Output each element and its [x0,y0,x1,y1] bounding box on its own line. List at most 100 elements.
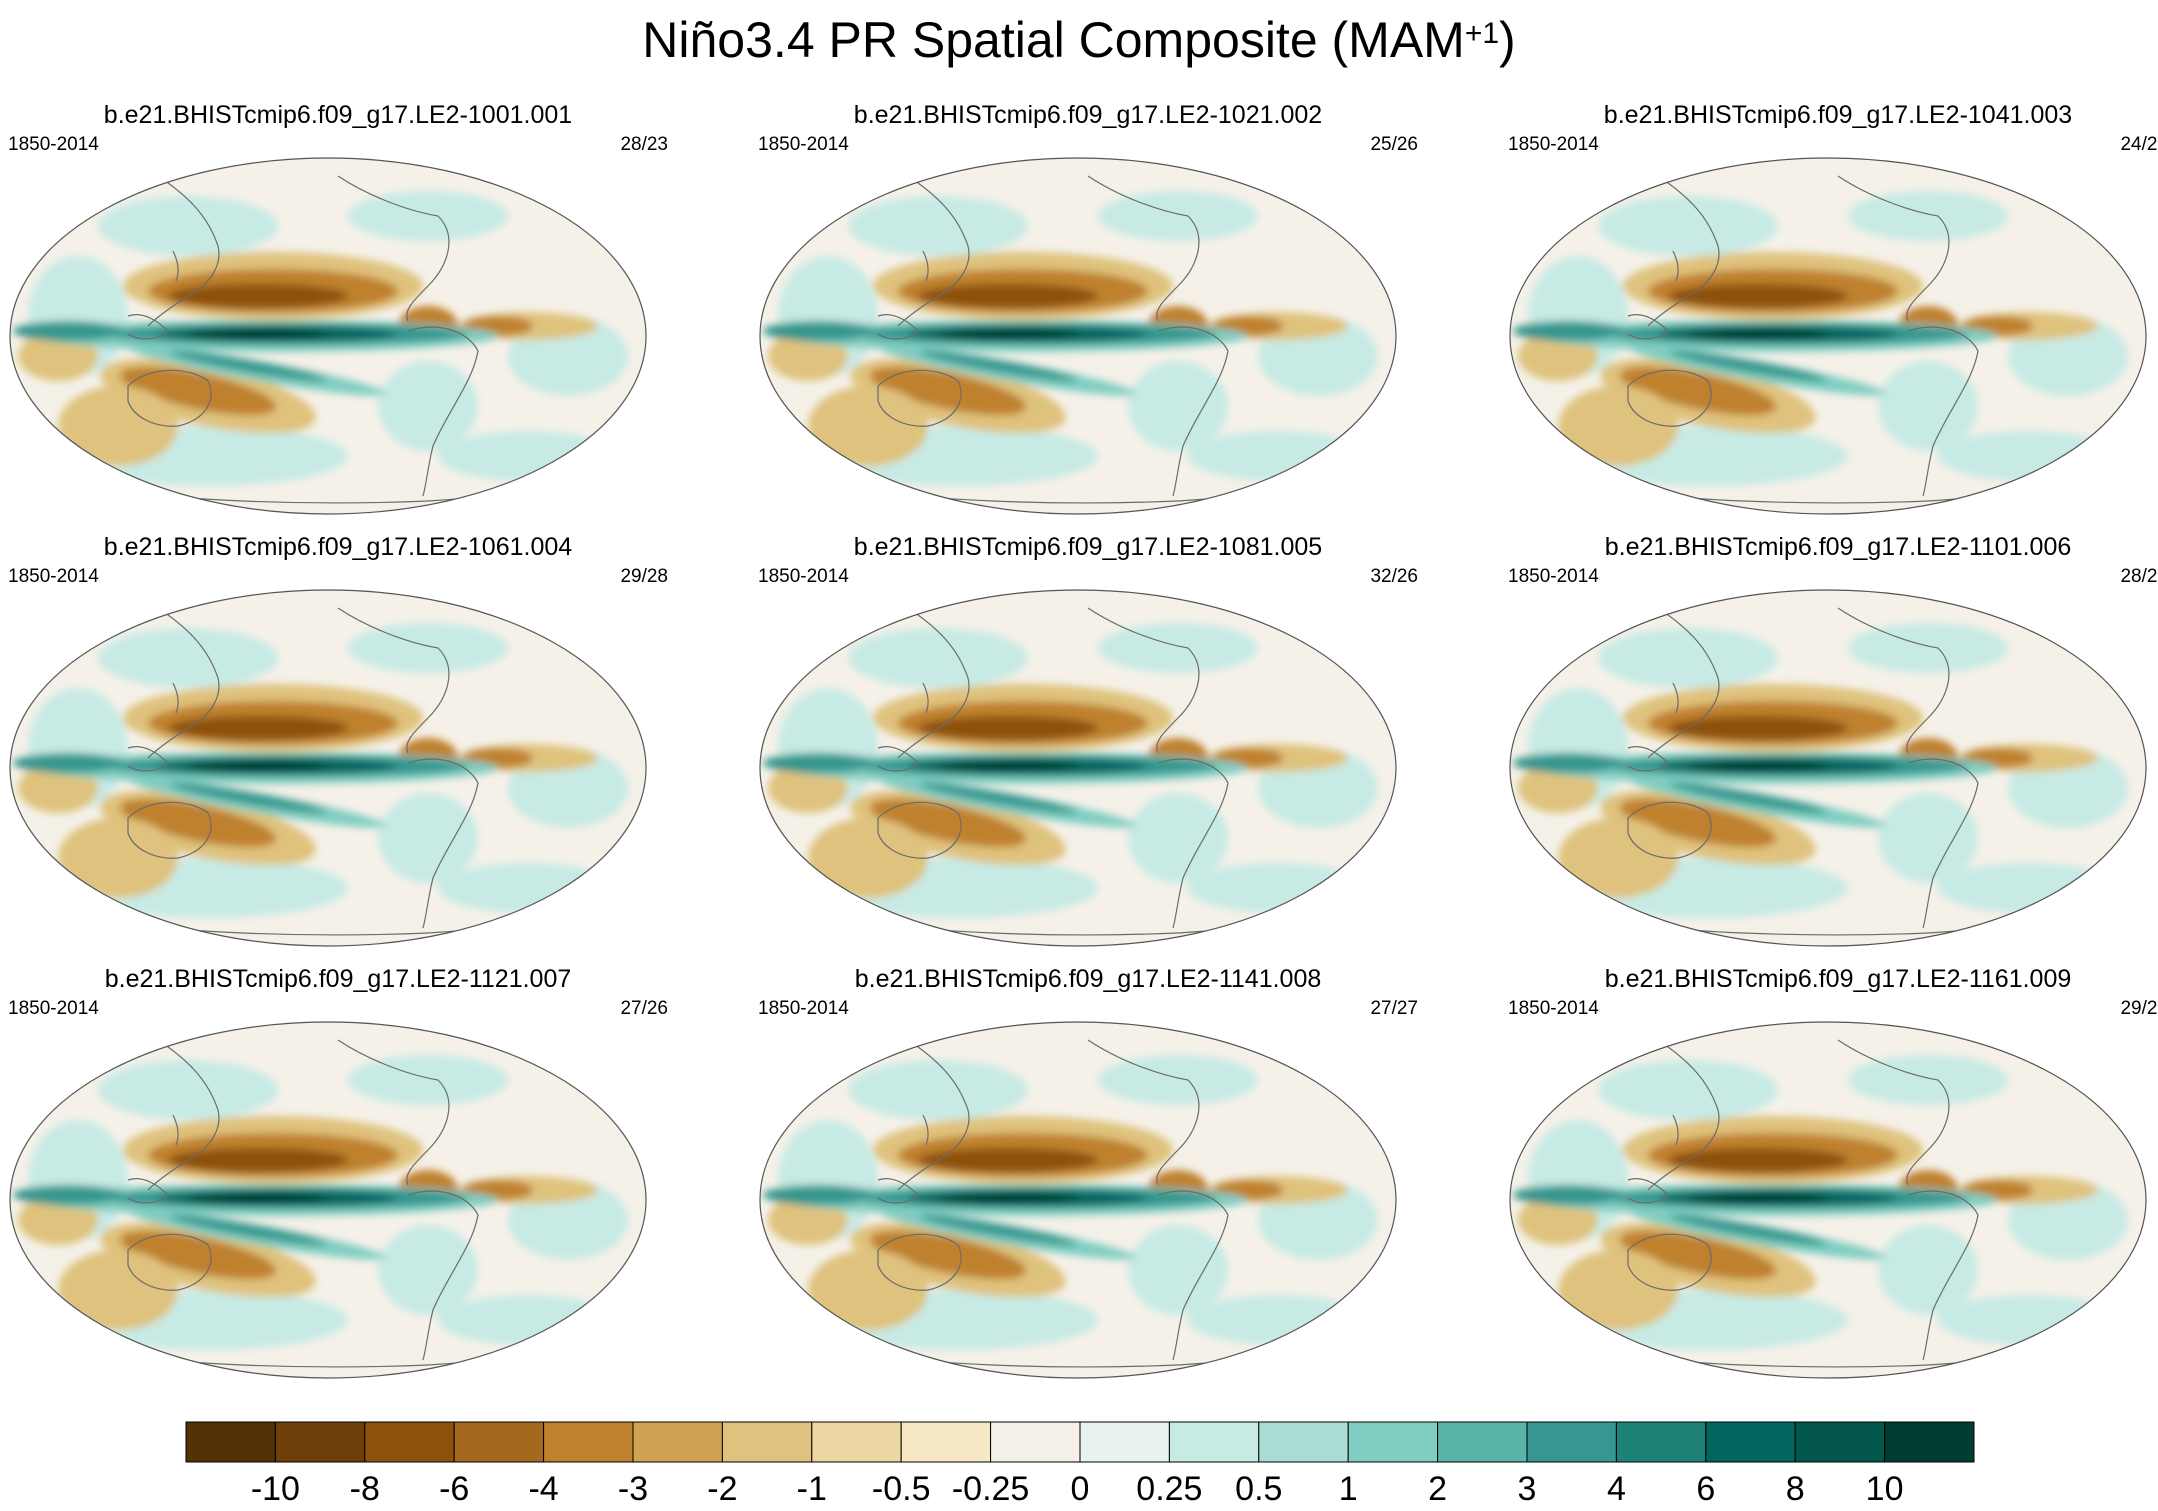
colorbar-label: -1 [797,1470,827,1508]
map-panel: b.e21.BHISTcmip6.f09_g17.LE2-1061.004 185… [8,532,668,947]
map-plot [759,589,1397,947]
colorbar-swatch [1258,1421,1349,1463]
colorbar-label: 6 [1696,1470,1715,1508]
colorbar-label: 8 [1786,1470,1805,1508]
map-plot [9,1021,647,1379]
panel-count: 29/28 [2120,998,2158,1019]
map-outline [1509,589,2147,947]
colorbar-swatch [453,1421,545,1463]
map-panel: b.e21.BHISTcmip6.f09_g17.LE2-1161.009 185… [1508,964,2158,1379]
colorbar-label: -0.5 [872,1470,931,1508]
colorbar-swatch [1079,1421,1170,1463]
colorbar-label: -2 [707,1470,737,1508]
map-panel: b.e21.BHISTcmip6.f09_g17.LE2-1041.003 185… [1508,100,2158,515]
colorbar-swatch [364,1421,455,1463]
map-field [10,1022,646,1378]
map-field [1510,158,2146,514]
map-field [760,158,1396,514]
panel-title: b.e21.BHISTcmip6.f09_g17.LE2-1121.007 [104,965,572,993]
map-field [1510,1022,2146,1378]
map-field [760,590,1396,946]
title-text: Niño3.4 PR Spatial Composite (MAM [642,12,1465,68]
panel-count: 27/27 [1370,998,1418,1019]
map-plot [1509,157,2147,515]
colorbar-swatch [1615,1421,1707,1463]
colorbar-swatch [900,1421,992,1463]
colorbar-swatch [1168,1421,1260,1463]
colorbar-swatch [1437,1421,1528,1463]
title-superscript: +1 [1464,17,1500,50]
panel-count: 29/28 [620,566,668,587]
title-close: ) [1499,12,1516,68]
panel-years: 1850-2014 [8,134,99,155]
map-panel: b.e21.BHISTcmip6.f09_g17.LE2-1081.005 185… [758,532,1418,947]
map-plot [759,1021,1397,1379]
panel-title: b.e21.BHISTcmip6.f09_g17.LE2-1041.003 [1603,101,2073,129]
colorbar-label: 4 [1607,1470,1626,1508]
panel-title: b.e21.BHISTcmip6.f09_g17.LE2-1101.006 [1604,533,2072,561]
map-panel: b.e21.BHISTcmip6.f09_g17.LE2-1121.007 185… [8,964,668,1379]
colorbar-label: -6 [439,1470,469,1508]
colorbar-label: 0.5 [1235,1470,1282,1508]
map-panel: b.e21.BHISTcmip6.f09_g17.LE2-1101.006 185… [1508,532,2158,947]
colorbar-swatch [1884,1421,1975,1463]
colorbar-label: -4 [528,1470,558,1508]
panel-years: 1850-2014 [758,134,849,155]
panel-years: 1850-2014 [758,998,849,1019]
colorbar-label: 1 [1339,1470,1358,1508]
colorbar-swatch [1526,1421,1617,1463]
colorbar-swatch [1347,1421,1439,1463]
panel-years: 1850-2014 [8,998,99,1019]
panel-title: b.e21.BHISTcmip6.f09_g17.LE2-1061.004 [103,533,573,561]
colorbar-label: 2 [1428,1470,1447,1508]
panel-title: b.e21.BHISTcmip6.f09_g17.LE2-1081.005 [853,533,1323,561]
colorbar-label: 0 [1071,1470,1090,1508]
panel-count: 28/22 [2120,566,2158,587]
map-outline [9,157,647,515]
map-plot [9,157,647,515]
colorbar-swatch [990,1421,1081,1463]
colorbar-label: 0.25 [1136,1470,1202,1508]
map-outline [1509,157,2147,515]
map-panel: b.e21.BHISTcmip6.f09_g17.LE2-1141.008 185… [758,964,1418,1379]
map-outline [9,1021,647,1379]
map-outline [1509,1021,2147,1379]
map-plot [1509,589,2147,947]
colorbar-label: -10 [251,1470,300,1508]
panel-title: b.e21.BHISTcmip6.f09_g17.LE2-1021.002 [853,101,1323,129]
colorbar-swatch [1705,1421,1796,1463]
map-outline [759,589,1397,947]
colorbar-label: -3 [618,1470,648,1508]
map-plot [759,157,1397,515]
panel-years: 1850-2014 [758,566,849,587]
colorbar-label: 3 [1518,1470,1537,1508]
panel-years: 1850-2014 [1508,998,1599,1019]
colorbar-swatch [632,1421,723,1463]
panel-count: 28/23 [620,134,668,155]
panel-years: 1850-2014 [1508,566,1599,587]
panel-years: 1850-2014 [1508,134,1599,155]
panel-title: b.e21.BHISTcmip6.f09_g17.LE2-1001.001 [103,101,573,129]
colorbar-swatch [811,1421,902,1463]
colorbar-swatch [185,1421,276,1463]
colorbar-swatch [721,1421,813,1463]
map-field [10,590,646,946]
colorbar-swatch [274,1421,366,1463]
colorbar-swatch [543,1421,634,1463]
map-outline [759,157,1397,515]
colorbar-label: -0.25 [952,1470,1030,1508]
map-field [10,158,646,514]
map-field [760,1022,1396,1378]
figure-title: Niño3.4 PR Spatial Composite (MAM+1) [0,10,2158,70]
panel-count: 24/26 [2120,134,2158,155]
colorbar-label: -8 [350,1470,380,1508]
map-outline [9,589,647,947]
panel-title: b.e21.BHISTcmip6.f09_g17.LE2-1161.009 [1604,965,2072,993]
map-plot [9,589,647,947]
panel-count: 25/26 [1370,134,1418,155]
map-field [1510,590,2146,946]
map-panel: b.e21.BHISTcmip6.f09_g17.LE2-1021.002 185… [758,100,1418,515]
panel-title: b.e21.BHISTcmip6.f09_g17.LE2-1141.008 [854,965,1322,993]
colorbar-swatch [1794,1421,1886,1463]
map-panel: b.e21.BHISTcmip6.f09_g17.LE2-1001.001 185… [8,100,668,515]
